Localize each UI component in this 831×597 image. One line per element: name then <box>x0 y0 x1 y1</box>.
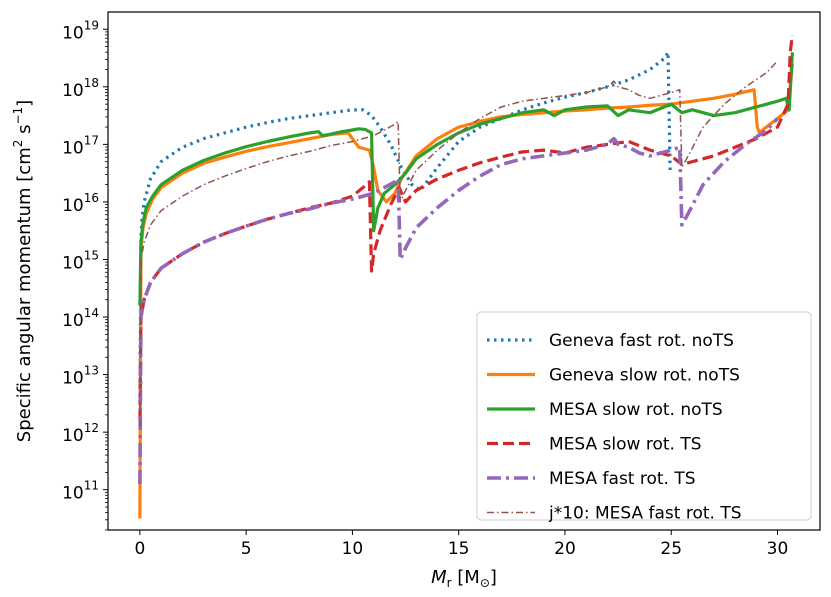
y-tick-exponent: 16 <box>84 191 99 205</box>
legend-label-6: j*10: MESA fast rot. TS <box>548 504 742 524</box>
x-axis-title-unit-close: ] <box>490 567 497 588</box>
y-tick-label: 1019 <box>62 18 99 43</box>
y-tick-exponent: 15 <box>84 248 99 262</box>
x-tick-label: 25 <box>660 539 682 559</box>
y-axis-title-sup2: −1 <box>11 107 25 125</box>
y-axis-title-sup1: 2 <box>11 140 25 148</box>
y-tick-exponent: 19 <box>84 18 99 32</box>
y-tick-label: 1011 <box>62 479 99 504</box>
x-tick-label: 30 <box>767 539 789 559</box>
x-tick-label: 15 <box>448 539 470 559</box>
y-tick-base: 10 <box>62 311 84 331</box>
y-tick-label: 1012 <box>62 421 99 446</box>
legend: Geneva fast rot. noTS Geneva slow rot. no… <box>476 311 812 524</box>
x-axis: 0 5 10 15 20 25 30 <box>134 530 788 559</box>
x-tick-label: 0 <box>134 539 145 559</box>
y-tick-base: 10 <box>62 369 84 389</box>
x-axis-title-unit-sub: ⊙ <box>480 576 490 590</box>
y-tick-base: 10 <box>62 81 84 101</box>
y-axis-title-end: ] <box>14 100 35 107</box>
y-tick-label: 1017 <box>62 133 99 158</box>
y-tick-exponent: 14 <box>84 306 99 320</box>
plot-frame <box>107 11 821 531</box>
series-layer <box>138 34 794 519</box>
x-axis-title: Mr [M⊙] <box>431 567 497 590</box>
y-tick-label: 1018 <box>62 76 99 101</box>
y-tick-exponent: 11 <box>84 479 99 493</box>
y-tick-base: 10 <box>62 138 84 158</box>
x-tick-label: 20 <box>554 539 576 559</box>
y-tick-exponent: 12 <box>84 421 99 435</box>
y-tick-exponent: 18 <box>84 76 99 90</box>
y-tick-exponent: 17 <box>84 133 99 147</box>
y-tick-base: 10 <box>62 253 84 273</box>
y-tick-label: 1015 <box>62 248 99 273</box>
legend-label-2: Geneva slow rot. noTS <box>549 366 740 386</box>
series-line-1 <box>138 50 672 404</box>
y-tick-base: 10 <box>62 484 84 504</box>
y-tick-exponent: 13 <box>84 364 99 378</box>
series-line-2 <box>138 63 794 519</box>
y-tick-label: 1014 <box>62 306 99 331</box>
x-axis-title-main: M <box>431 567 447 588</box>
legend-label-4: MESA slow rot. TS <box>549 435 702 455</box>
legend-label-3: MESA slow rot. noTS <box>549 400 723 420</box>
y-tick-label: 1016 <box>62 191 99 216</box>
series-line-5 <box>138 117 779 484</box>
y-tick-label: 1013 <box>62 364 99 389</box>
x-axis-title-unit-open: [M <box>452 567 480 588</box>
x-tick-label: 10 <box>342 539 364 559</box>
x-tick-label: 5 <box>241 539 252 559</box>
series-line-6 <box>139 60 779 427</box>
legend-box <box>476 311 812 521</box>
legend-label-5: MESA fast rot. TS <box>549 469 696 489</box>
y-tick-base: 10 <box>62 426 84 446</box>
y-axis-title: Specific angular momentum [cm2 s−1] <box>11 100 35 442</box>
y-axis-title-mid: s <box>14 125 35 140</box>
y-tick-base: 10 <box>62 23 84 43</box>
x-axis-title-sub: r <box>447 576 452 590</box>
legend-label-1: Geneva fast rot. noTS <box>549 331 734 351</box>
y-axis-title-main: Specific angular momentum [cm <box>14 147 35 442</box>
y-tick-base: 10 <box>62 196 84 216</box>
